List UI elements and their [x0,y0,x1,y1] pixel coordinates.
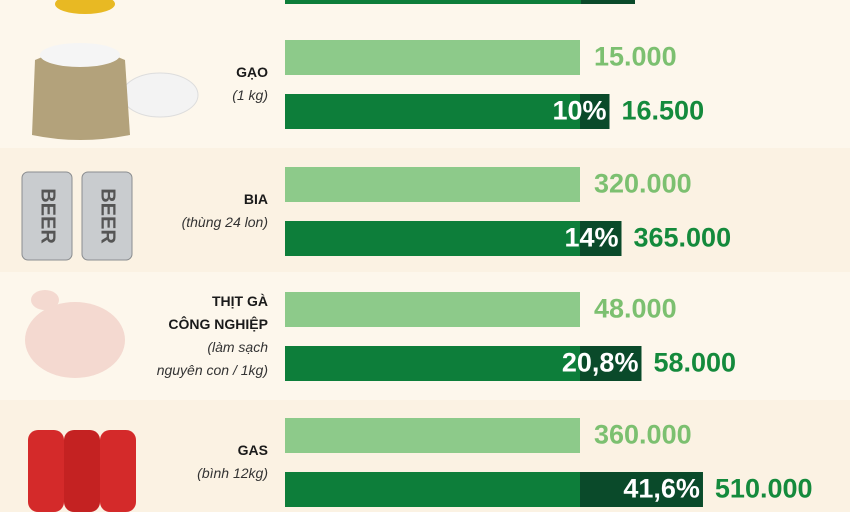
change-label: 14% [564,223,618,253]
category-label: GAS [238,442,268,458]
old-price-label: 320.000 [594,169,692,199]
cropped-bar [581,0,635,4]
unit-label: (1 kg) [232,87,268,103]
category-label: THỊT GÀ [212,293,268,309]
old-price-bar [285,292,580,327]
change-label: 20,8% [562,348,639,378]
new-price-bar [285,221,622,256]
old-price-label: 360.000 [594,420,692,450]
unit-label: (bình 12kg) [197,465,268,481]
cropped-bar [285,0,581,4]
increase-segment [580,346,642,381]
increase-segment [580,221,622,256]
old-price-bar [285,40,580,75]
old-price-bar [285,418,580,453]
increase-segment [580,472,703,507]
can-label: BEER [97,188,119,244]
gas-icon [28,430,136,512]
change-label: 10% [552,96,606,126]
old-price-bar [285,167,580,202]
can-label: BEER [37,188,59,244]
coin-icon [55,0,115,14]
unit-label: (làm sạch [207,339,268,355]
unit-label: (thùng 24 lon) [182,214,268,230]
category-label: GẠO [236,64,268,80]
unit-label: nguyên con / 1kg) [157,362,268,378]
change-label: 41,6% [623,474,700,504]
new-price-label: 58.000 [653,348,736,378]
new-price-label: 365.000 [633,223,731,253]
beer-icon [21,171,133,261]
chicken-icon [25,290,125,378]
category-label: BIA [244,191,268,207]
new-price-label: 510.000 [715,474,813,504]
new-price-bar [285,94,610,129]
old-price-label: 48.000 [594,294,677,324]
new-price-label: 16.500 [622,96,705,126]
rice-icon [32,43,199,140]
increase-segment [580,94,610,129]
old-price-label: 15.000 [594,42,677,72]
category-label: CÔNG NGHIỆP [168,315,268,332]
